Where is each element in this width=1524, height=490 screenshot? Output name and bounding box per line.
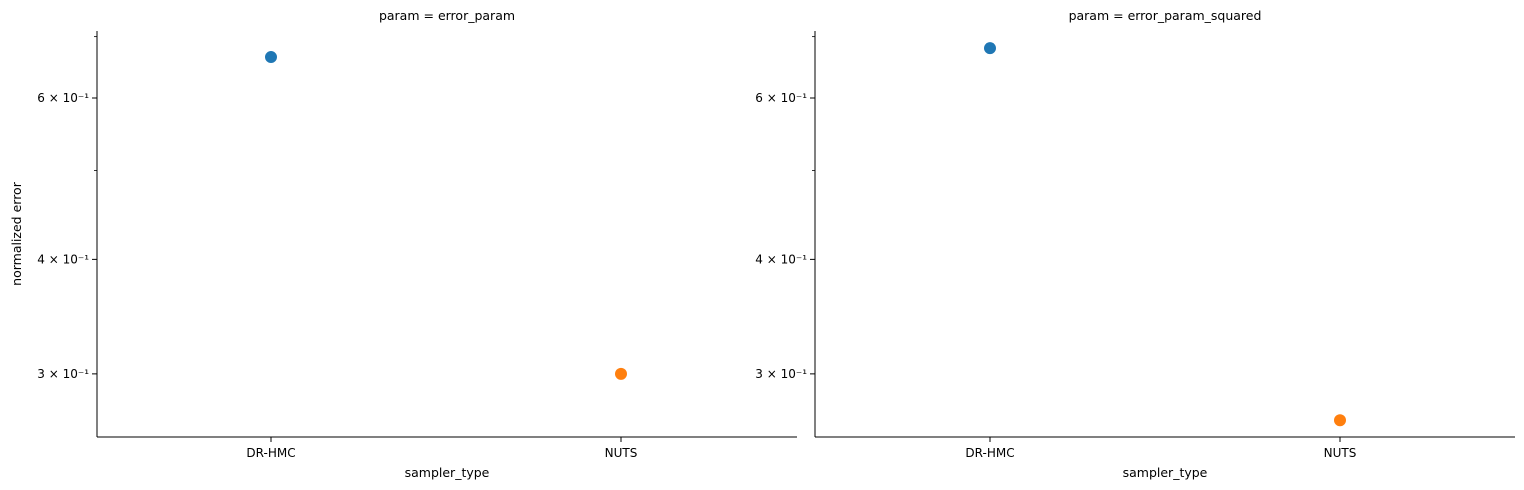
panel-error-param-squared: param = error_param_squared 6 × 10⁻¹ 4 × 1…: [755, 8, 1515, 480]
y-tick-label: 6 × 10⁻¹: [37, 91, 89, 105]
y-tick-label: 3 × 10⁻¹: [37, 367, 89, 381]
x-tick-label: DR-HMC: [965, 446, 1014, 460]
panel-error-param: param = error_param 6 × 10⁻¹ 4 × 10⁻¹ 3 × 1…: [9, 8, 797, 480]
y-tick-label: 4 × 10⁻¹: [755, 252, 807, 266]
panel-title: param = error_param: [379, 8, 515, 23]
x-tick-label: NUTS: [1324, 446, 1357, 460]
data-point-nuts: [1334, 414, 1346, 427]
data-point-dr-hmc: [984, 42, 996, 55]
y-tick-label: 4 × 10⁻¹: [37, 252, 89, 266]
x-tick-label: DR-HMC: [246, 446, 295, 460]
data-point-dr-hmc: [265, 51, 277, 64]
y-tick-label: 3 × 10⁻¹: [755, 367, 807, 381]
panel-title: param = error_param_squared: [1069, 8, 1262, 23]
x-axis-label: sampler_type: [1123, 465, 1208, 480]
x-tick-label: NUTS: [605, 446, 638, 460]
x-axis-label: sampler_type: [405, 465, 490, 480]
y-axis-label: normalized error: [9, 181, 24, 286]
data-point-nuts: [615, 367, 627, 380]
y-tick-label: 6 × 10⁻¹: [755, 91, 807, 105]
